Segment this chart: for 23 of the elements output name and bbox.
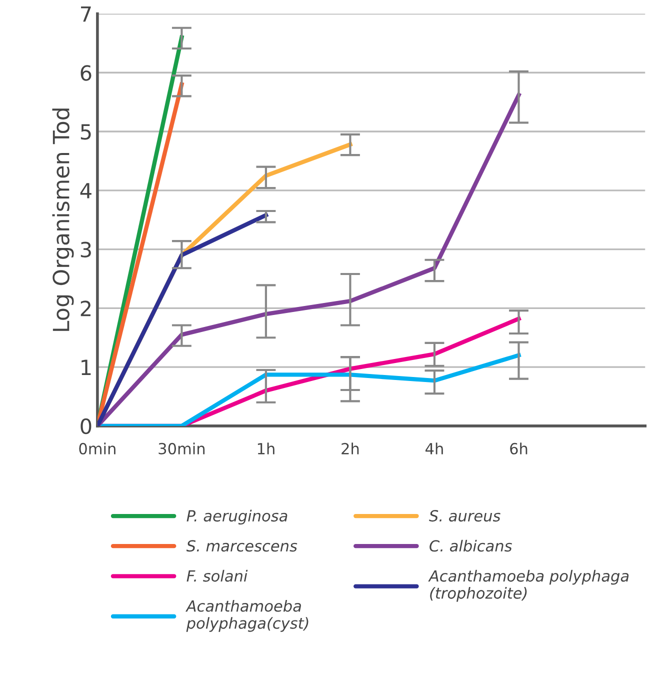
x-tick-label: 30min [158, 442, 205, 454]
y-tick-label: 2 [80, 300, 90, 316]
legend-label: C. albicans [430, 540, 512, 552]
y-tick-label: 5 [80, 124, 91, 140]
y-tick-label: 6 [80, 65, 92, 81]
legend-label: S. marcescens [186, 540, 298, 552]
y-tick-label: 0 [80, 418, 92, 434]
legend-label: Acanthamoeba polyphaga (trophozoite) [428, 570, 629, 602]
x-tick-label: 6h [510, 442, 528, 454]
line-series [97, 92, 521, 426]
x-tick-label: 0min [79, 442, 116, 454]
x-tick-label: 2h [342, 442, 359, 454]
legend-label: Acanthamoeba polyphaga(cyst) [186, 600, 308, 632]
legend-label: S. aureus [429, 510, 500, 522]
y-tick-label: 7 [81, 6, 91, 22]
y-tick-label: 4 [80, 183, 92, 198]
legend-label: P. aeruginosa [186, 510, 288, 525]
y-tick-label: 3 [80, 242, 91, 258]
legend-label: F. solani [186, 570, 248, 582]
y-tick-label: 1 [82, 360, 91, 375]
x-tick-label: 4h [426, 442, 443, 454]
x-tick-label: 1h [258, 442, 274, 454]
y-axis-title: Log Organismen Tod [52, 108, 74, 331]
